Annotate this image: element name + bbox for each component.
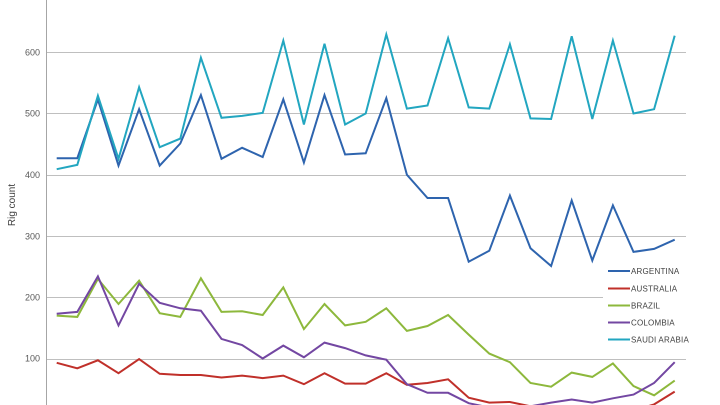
legend-label-colombia: COLOMBIA	[631, 319, 675, 328]
y-tick-200: 200	[25, 293, 40, 303]
series-line-brazil	[56, 276, 676, 397]
series-line-colombia	[56, 274, 676, 405]
y-tick-100: 100	[25, 354, 40, 364]
series-lines	[56, 30, 676, 405]
legend-item-saudi-arabia: SAUDI ARABIA	[608, 336, 689, 345]
legend-label-brazil: BRAZIL	[631, 302, 661, 311]
y-tick-500: 500	[25, 109, 40, 119]
legend-label-australia: AUSTRALIA	[631, 285, 678, 294]
legend-label-argentina: ARGENTINA	[631, 267, 680, 276]
legend-label-saudi-arabia: SAUDI ARABIA	[631, 336, 689, 345]
legend-item-australia: AUSTRALIA	[608, 285, 678, 294]
series-line-australia	[56, 357, 676, 405]
y-tick-600: 600	[25, 47, 40, 57]
y-tick-400: 400	[25, 170, 40, 180]
legend-item-argentina: ARGENTINA	[608, 267, 680, 276]
series-line-argentina	[56, 91, 676, 268]
y-tick-300: 300	[25, 231, 40, 241]
y-axis-title: Rig count	[7, 184, 18, 226]
y-tick-labels: 100 200 300 400 500 600	[25, 47, 40, 363]
legend: ARGENTINA AUSTRALIA BRAZIL COLOMBIA SAUD…	[603, 262, 691, 348]
legend-item-colombia: COLOMBIA	[608, 319, 675, 328]
series-line-saudi-arabia	[56, 30, 676, 171]
legend-item-brazil: BRAZIL	[608, 302, 661, 311]
